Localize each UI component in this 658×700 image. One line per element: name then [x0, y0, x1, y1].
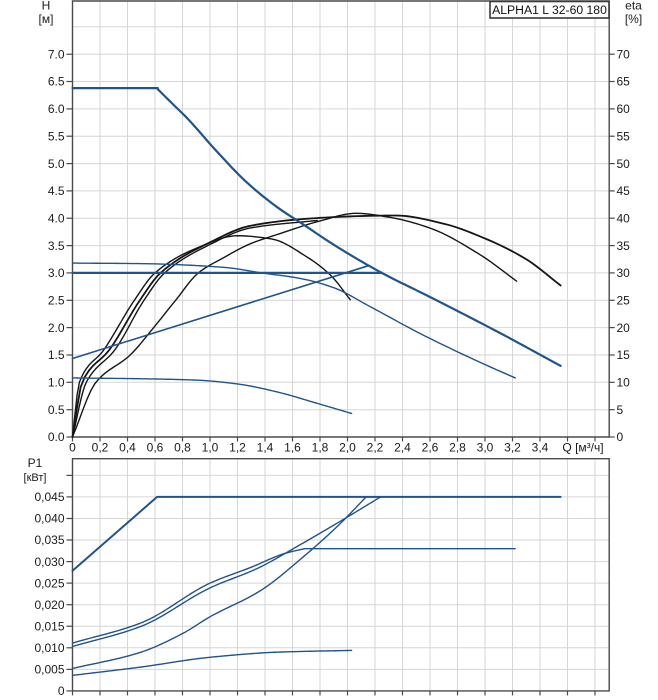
svg-text:25: 25 — [617, 294, 631, 308]
svg-text:1.0: 1.0 — [48, 376, 65, 390]
svg-text:5.5: 5.5 — [48, 129, 65, 143]
svg-text:0,045: 0,045 — [34, 490, 64, 504]
svg-text:1,0: 1,0 — [202, 441, 219, 455]
svg-text:2,0: 2,0 — [339, 441, 356, 455]
svg-text:eta: eta — [625, 0, 642, 13]
svg-text:5.0: 5.0 — [48, 157, 65, 171]
svg-text:2,4: 2,4 — [394, 441, 411, 455]
svg-text:P1: P1 — [28, 456, 43, 470]
svg-text:65: 65 — [617, 75, 631, 89]
svg-text:0: 0 — [58, 684, 65, 698]
svg-text:0.5: 0.5 — [48, 403, 65, 417]
svg-text:3,2: 3,2 — [504, 441, 521, 455]
svg-text:40: 40 — [617, 211, 631, 225]
svg-text:0,010: 0,010 — [34, 641, 64, 655]
svg-text:3.0: 3.0 — [48, 266, 65, 280]
svg-text:[%]: [%] — [625, 12, 642, 26]
svg-text:4.5: 4.5 — [48, 184, 65, 198]
svg-text:1,2: 1,2 — [229, 441, 246, 455]
svg-text:ALPHA1 L 32-60 180: ALPHA1 L 32-60 180 — [492, 3, 607, 17]
svg-text:5: 5 — [617, 403, 624, 417]
svg-text:2.0: 2.0 — [48, 321, 65, 335]
svg-text:0,035: 0,035 — [34, 533, 64, 547]
svg-text:0,020: 0,020 — [34, 598, 64, 612]
svg-text:3.5: 3.5 — [48, 239, 65, 253]
svg-text:10: 10 — [617, 376, 631, 390]
svg-text:1.5: 1.5 — [48, 348, 65, 362]
svg-text:15: 15 — [617, 348, 631, 362]
svg-text:1,4: 1,4 — [257, 441, 274, 455]
svg-text:0: 0 — [69, 441, 76, 455]
svg-text:0: 0 — [617, 430, 624, 444]
svg-text:H: H — [42, 0, 51, 13]
svg-text:3,4: 3,4 — [532, 441, 549, 455]
svg-text:6.0: 6.0 — [48, 102, 65, 116]
svg-text:6.5: 6.5 — [48, 75, 65, 89]
svg-text:20: 20 — [617, 321, 631, 335]
svg-text:0.0: 0.0 — [48, 430, 65, 444]
svg-text:2,2: 2,2 — [367, 441, 384, 455]
svg-text:0,8: 0,8 — [174, 441, 191, 455]
svg-text:35: 35 — [617, 239, 631, 253]
svg-text:0,6: 0,6 — [147, 441, 164, 455]
svg-text:0,2: 0,2 — [92, 441, 109, 455]
svg-text:0,4: 0,4 — [119, 441, 136, 455]
svg-text:0,040: 0,040 — [34, 512, 64, 526]
svg-text:3,0: 3,0 — [477, 441, 494, 455]
svg-text:70: 70 — [617, 47, 631, 61]
svg-text:Q [м³/ч]: Q [м³/ч] — [562, 441, 603, 455]
svg-text:2,6: 2,6 — [422, 441, 439, 455]
svg-text:2.5: 2.5 — [48, 294, 65, 308]
svg-text:[м]: [м] — [39, 12, 54, 26]
svg-text:60: 60 — [617, 102, 631, 116]
svg-text:30: 30 — [617, 266, 631, 280]
svg-text:[кВт]: [кВт] — [24, 472, 47, 484]
svg-text:45: 45 — [617, 184, 631, 198]
svg-text:2,8: 2,8 — [449, 441, 466, 455]
svg-text:0,025: 0,025 — [34, 576, 64, 590]
svg-text:1,8: 1,8 — [312, 441, 329, 455]
svg-text:4.0: 4.0 — [48, 211, 65, 225]
svg-text:0,015: 0,015 — [34, 620, 64, 634]
svg-text:50: 50 — [617, 157, 631, 171]
svg-text:1,6: 1,6 — [284, 441, 301, 455]
svg-text:55: 55 — [617, 129, 631, 143]
svg-text:0,005: 0,005 — [34, 663, 64, 677]
svg-text:7.0: 7.0 — [48, 47, 65, 61]
svg-text:0,030: 0,030 — [34, 555, 64, 569]
